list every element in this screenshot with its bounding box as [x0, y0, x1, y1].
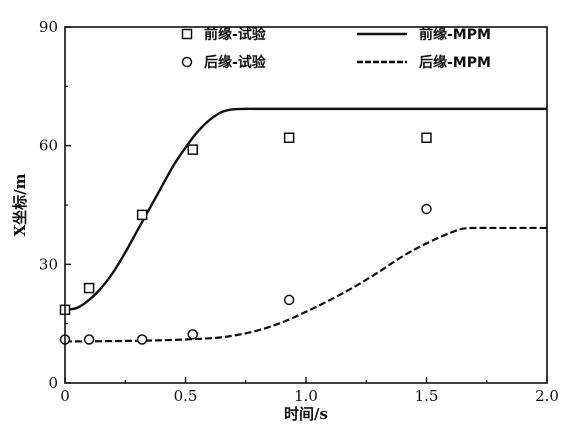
legend-marker-circle — [181, 56, 193, 68]
plot-markers — [59, 132, 432, 345]
x-tick-label: 1.0 — [294, 387, 318, 405]
data-point-square — [283, 132, 295, 144]
x-tick-label: 1.5 — [415, 387, 439, 405]
data-point-square — [421, 132, 432, 144]
data-point-square — [83, 282, 95, 294]
data-point-circle — [421, 203, 432, 215]
legend-label: 后缘-MPM — [419, 54, 491, 71]
y-tick-labels: 0 30 60 90 — [39, 18, 58, 392]
data-point-circle — [187, 329, 198, 340]
y-axis-label: X坐标/m — [11, 173, 29, 236]
legend-label: 前缘-MPM — [419, 26, 491, 43]
x-tick-labels: 0 0.5 1.0 1.5 2.0 — [60, 387, 559, 405]
x-tick-label: 0 — [60, 387, 70, 405]
data-point-square — [187, 144, 198, 155]
data-point-circle — [83, 334, 95, 345]
y-tick-label: 60 — [39, 137, 58, 155]
data-point-square — [136, 209, 148, 221]
axis-ticks — [64, 26, 548, 384]
x-tick-label: 0.5 — [174, 387, 198, 405]
plot-lines — [64, 107, 547, 343]
y-tick-label: 0 — [48, 374, 58, 392]
legend-label: 前缘-试验 — [204, 26, 267, 43]
plot-frame — [64, 26, 548, 384]
series-line — [64, 107, 547, 312]
legend-marker-square — [181, 28, 193, 40]
data-point-circle — [283, 294, 295, 306]
x-axis-label: 时间/s — [284, 405, 328, 423]
x-tick-label: 2.0 — [535, 387, 559, 405]
y-tick-label: 90 — [39, 18, 58, 36]
data-point-circle — [136, 334, 148, 345]
y-tick-label: 30 — [39, 255, 58, 273]
legend-label: 后缘-试验 — [204, 54, 267, 71]
series-line — [64, 226, 547, 343]
